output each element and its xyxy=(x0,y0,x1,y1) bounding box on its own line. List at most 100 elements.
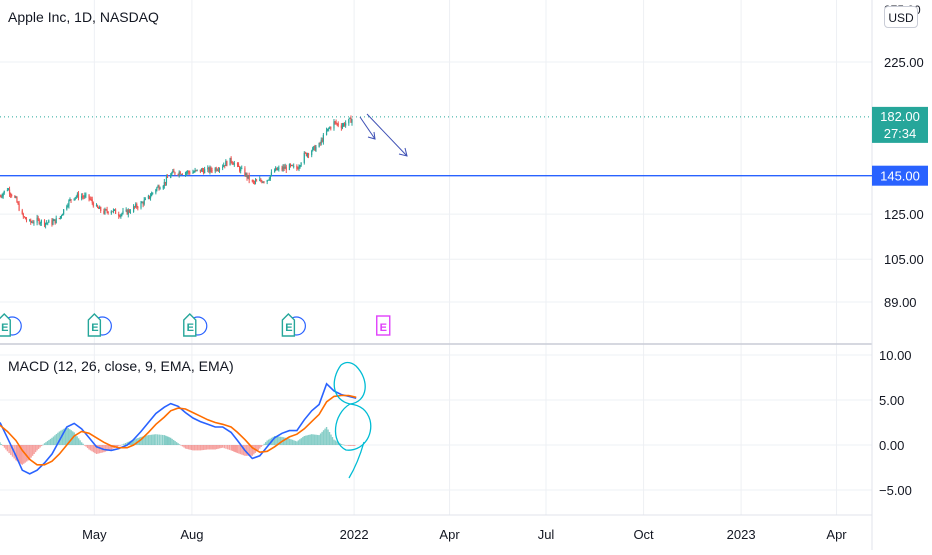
candle-body xyxy=(195,170,197,171)
price-axis[interactable]: 225.00 125.00 105.00 89.00 xyxy=(884,55,924,310)
histogram-bar xyxy=(31,445,34,456)
histogram-bar xyxy=(134,439,136,445)
histogram-bar xyxy=(220,445,222,449)
candle-body xyxy=(244,168,246,176)
candle-body xyxy=(209,167,211,172)
histogram-bar xyxy=(354,445,356,446)
candle-body xyxy=(215,168,217,171)
earnings-marker-label: E xyxy=(1,322,8,334)
arrow-short-head xyxy=(367,131,376,140)
histogram-bar xyxy=(161,434,164,445)
candle-body xyxy=(120,214,122,217)
candle-body xyxy=(236,163,239,165)
candle-body xyxy=(251,180,253,182)
currency-selector-button[interactable]: USD xyxy=(884,6,918,28)
candle-body xyxy=(0,196,1,197)
histogram-bar xyxy=(318,435,320,445)
candle-body xyxy=(267,179,269,181)
earnings-marker[interactable]: E xyxy=(281,313,306,337)
time-axis[interactable]: May Aug 2022 Apr Jul Oct 2023 Apr xyxy=(82,527,847,542)
candle-body xyxy=(252,181,254,183)
candle-body xyxy=(177,174,179,176)
downtrend-arrow-drawing[interactable] xyxy=(359,113,408,157)
support-price-tag[interactable]: 145.00 xyxy=(872,165,928,186)
candle-body xyxy=(233,163,235,165)
histogram-bar xyxy=(260,445,262,447)
candle-body xyxy=(335,121,337,124)
candle-body xyxy=(210,167,212,171)
histogram-bar xyxy=(168,437,171,445)
histogram-bar xyxy=(278,436,280,445)
macd-pane[interactable] xyxy=(0,361,372,479)
histogram-bar xyxy=(175,442,178,445)
handwritten-nine-drawing[interactable] xyxy=(333,361,372,479)
price-tick-label: 105.00 xyxy=(884,252,924,267)
candle-body xyxy=(132,206,135,212)
earnings-marker[interactable]: E xyxy=(87,313,112,337)
candle-body xyxy=(165,177,168,184)
histogram-bar xyxy=(20,445,22,464)
candle-body xyxy=(40,220,42,223)
candle-body xyxy=(66,206,68,210)
histogram-bar xyxy=(45,442,47,445)
histogram-bar xyxy=(98,445,101,454)
histogram-bar xyxy=(64,427,67,445)
candle-body xyxy=(16,197,18,203)
candle-body xyxy=(231,161,233,164)
current-price-tag[interactable]: 182.00 27:34 xyxy=(872,106,928,143)
histogram-bar xyxy=(328,432,331,445)
candle-body xyxy=(351,119,353,123)
histogram-bar xyxy=(239,445,242,455)
candle-body xyxy=(224,165,226,167)
histogram-bar xyxy=(172,439,175,445)
candle-body xyxy=(29,219,31,221)
drawing-lower-loop xyxy=(334,403,372,451)
earnings-marker[interactable]: E xyxy=(0,313,22,337)
candle-body xyxy=(143,199,145,205)
histogram-bar xyxy=(94,445,96,454)
candle-body xyxy=(21,210,23,215)
candle-body xyxy=(311,151,313,156)
candle-body xyxy=(134,206,136,208)
histogram-bar xyxy=(150,434,153,445)
candle-body xyxy=(230,157,232,162)
macd-axis[interactable]: 10.00 5.00 0.00 −5.00 xyxy=(879,348,912,498)
histogram-bar xyxy=(15,445,17,461)
candle-body xyxy=(43,220,46,226)
candle-body xyxy=(89,198,91,200)
candle-body xyxy=(348,118,350,124)
histogram-bar xyxy=(297,440,300,445)
histogram-bar xyxy=(232,445,235,452)
histogram-bar xyxy=(104,445,107,452)
earnings-upcoming-marker[interactable]: E xyxy=(376,315,391,336)
candle-body xyxy=(88,194,90,199)
candle-body xyxy=(67,205,69,207)
histogram-bar xyxy=(123,443,125,445)
candle-body xyxy=(187,171,189,173)
candle-body xyxy=(92,202,94,207)
histogram-bar xyxy=(306,435,308,445)
histogram-bar xyxy=(152,434,154,445)
candle-body xyxy=(61,214,64,216)
candle-body xyxy=(126,209,128,215)
candle-body xyxy=(54,219,56,224)
candle-body xyxy=(17,202,19,204)
macd-indicator-title[interactable]: MACD (12, 26, close, 9, EMA, EMA) xyxy=(8,358,234,374)
histogram-bar xyxy=(153,434,156,445)
histogram-bar xyxy=(290,439,292,445)
earnings-marker[interactable]: E xyxy=(183,313,208,337)
candle-body xyxy=(282,166,284,170)
candle-body xyxy=(186,172,188,174)
histogram-bar xyxy=(285,437,288,445)
histogram-bar xyxy=(352,445,354,446)
chart-title[interactable]: Apple Inc, 1D, NASDAQ xyxy=(8,9,159,25)
histogram-bar xyxy=(184,445,187,449)
candle-body xyxy=(174,172,176,175)
candle-body xyxy=(239,166,241,172)
candle-body xyxy=(278,167,280,169)
histogram-bar xyxy=(217,445,219,449)
